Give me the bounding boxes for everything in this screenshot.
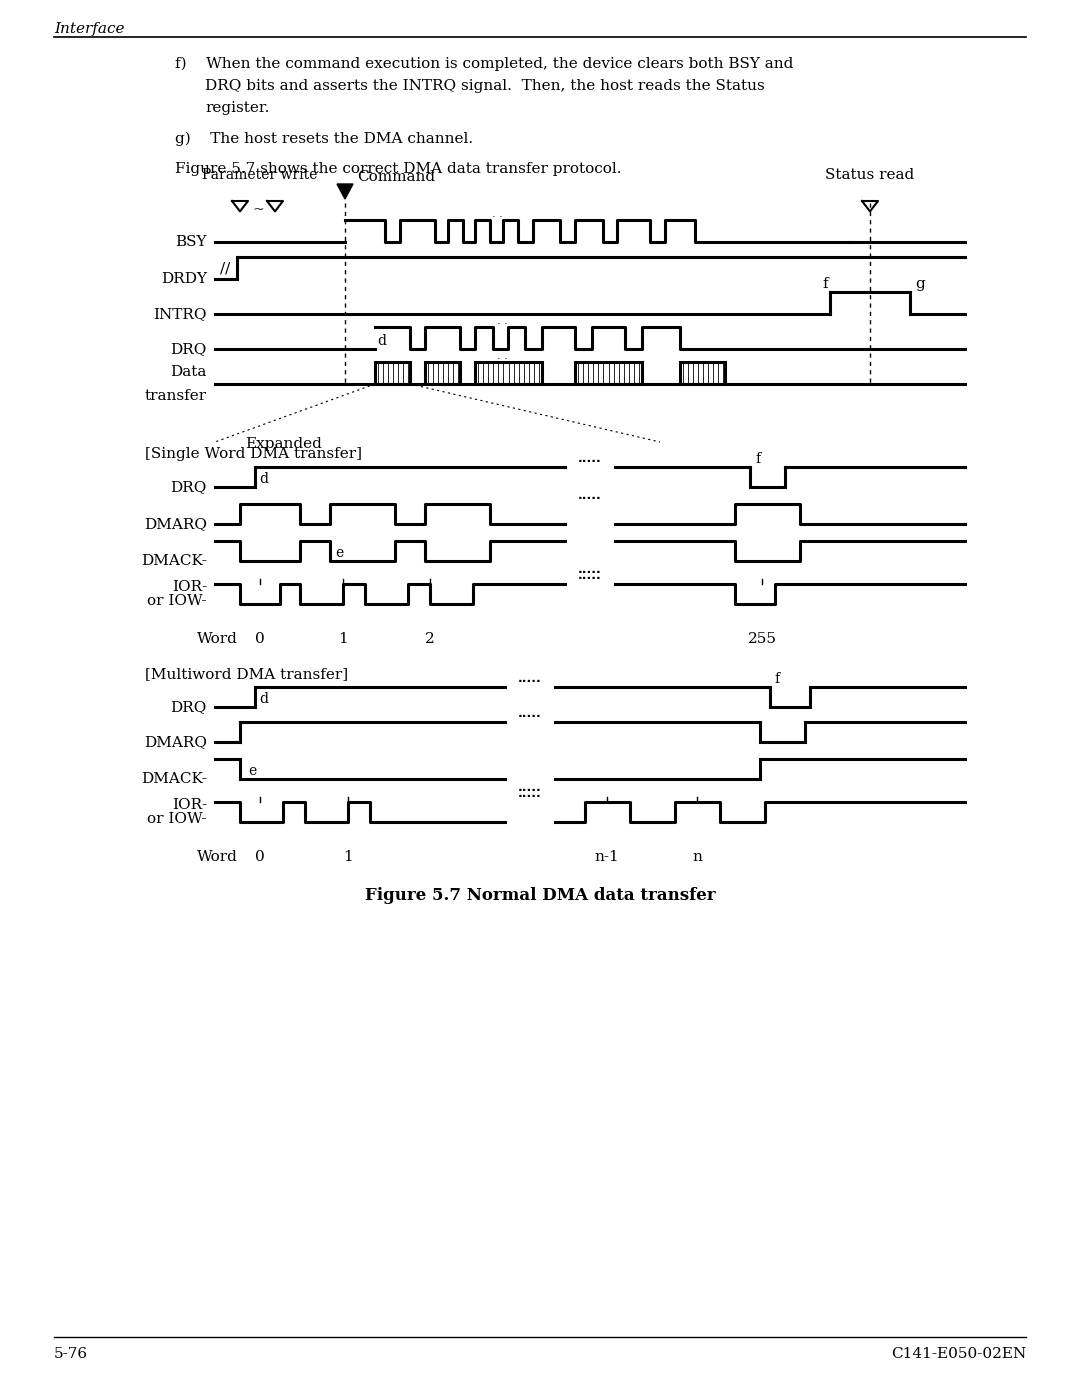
Text: transfer: transfer	[145, 388, 207, 402]
Text: [Multiword DMA transfer]: [Multiword DMA transfer]	[145, 666, 348, 680]
Text: Interface: Interface	[54, 22, 124, 36]
Text: DMACK-: DMACK-	[141, 555, 207, 569]
Text: e: e	[248, 764, 256, 778]
Text: [Single Word DMA transfer]: [Single Word DMA transfer]	[145, 447, 362, 461]
Text: .....: .....	[518, 707, 542, 719]
Text: Word: Word	[198, 849, 238, 863]
Text: or IOW-: or IOW-	[147, 812, 207, 826]
Text: .....: .....	[518, 672, 542, 685]
Text: Command: Command	[357, 170, 435, 184]
Text: f: f	[755, 453, 760, 467]
Text: BSY: BSY	[175, 235, 207, 249]
Text: f)    When the command execution is completed, the device clears both BSY and: f) When the command execution is complet…	[175, 57, 794, 71]
Text: Data: Data	[171, 365, 207, 379]
Text: or IOW-: or IOW-	[147, 594, 207, 608]
Text: f: f	[774, 672, 779, 686]
Text: n: n	[692, 849, 702, 863]
Bar	[426, 362, 460, 384]
Text: 0: 0	[255, 849, 265, 863]
Text: Parameter write: Parameter write	[202, 168, 318, 182]
Text: . .: . .	[497, 351, 508, 360]
Text: g: g	[915, 277, 924, 291]
Text: //: //	[220, 263, 230, 277]
Text: f: f	[822, 277, 827, 291]
Text: DRQ bits and asserts the INTRQ signal.  Then, the host reads the Status: DRQ bits and asserts the INTRQ signal. T…	[205, 80, 765, 94]
Text: .....: .....	[518, 787, 542, 800]
Text: d: d	[259, 692, 268, 705]
Text: DRQ: DRQ	[171, 481, 207, 495]
Polygon shape	[337, 184, 353, 198]
Text: .....: .....	[578, 453, 602, 465]
Text: .....: .....	[578, 569, 602, 583]
Text: 1: 1	[338, 631, 348, 645]
Text: .....: .....	[578, 489, 602, 502]
Text: e: e	[335, 546, 343, 560]
Text: IOR-: IOR-	[172, 580, 207, 594]
Bar	[680, 362, 725, 384]
Text: IOR-: IOR-	[172, 798, 207, 812]
Text: n-1: n-1	[595, 849, 619, 863]
Text: . .: . .	[491, 210, 502, 219]
Bar	[475, 362, 542, 384]
Text: DMARQ: DMARQ	[144, 735, 207, 749]
Text: Expanded: Expanded	[245, 437, 322, 451]
Text: 2: 2	[426, 631, 435, 645]
Text: C141-E050-02EN: C141-E050-02EN	[891, 1347, 1026, 1361]
Text: .....: .....	[578, 563, 602, 576]
Text: Word: Word	[198, 631, 238, 645]
Text: INTRQ: INTRQ	[153, 307, 207, 321]
Text: register.: register.	[205, 101, 269, 115]
Text: DRDY: DRDY	[161, 272, 207, 286]
Text: Figure 5.7 shows the correct DMA data transfer protocol.: Figure 5.7 shows the correct DMA data tr…	[175, 162, 621, 176]
Bar	[375, 362, 410, 384]
Text: DRQ: DRQ	[171, 342, 207, 356]
Text: DMARQ: DMARQ	[144, 517, 207, 531]
Text: 255: 255	[747, 631, 777, 645]
Text: . .: . .	[497, 316, 508, 326]
Text: DMACK-: DMACK-	[141, 773, 207, 787]
Text: d: d	[259, 472, 268, 486]
Text: 5-76: 5-76	[54, 1347, 89, 1361]
Text: g)    The host resets the DMA channel.: g) The host resets the DMA channel.	[175, 131, 473, 147]
Bar	[575, 362, 642, 384]
Text: DRQ: DRQ	[171, 700, 207, 714]
Text: 0: 0	[255, 631, 265, 645]
Text: d: d	[377, 334, 386, 348]
Text: .....: .....	[518, 781, 542, 793]
Text: 1: 1	[343, 849, 353, 863]
Text: Status read: Status read	[825, 168, 915, 182]
Text: ~: ~	[253, 203, 264, 217]
Text: Figure 5.7 Normal DMA data transfer: Figure 5.7 Normal DMA data transfer	[365, 887, 715, 904]
